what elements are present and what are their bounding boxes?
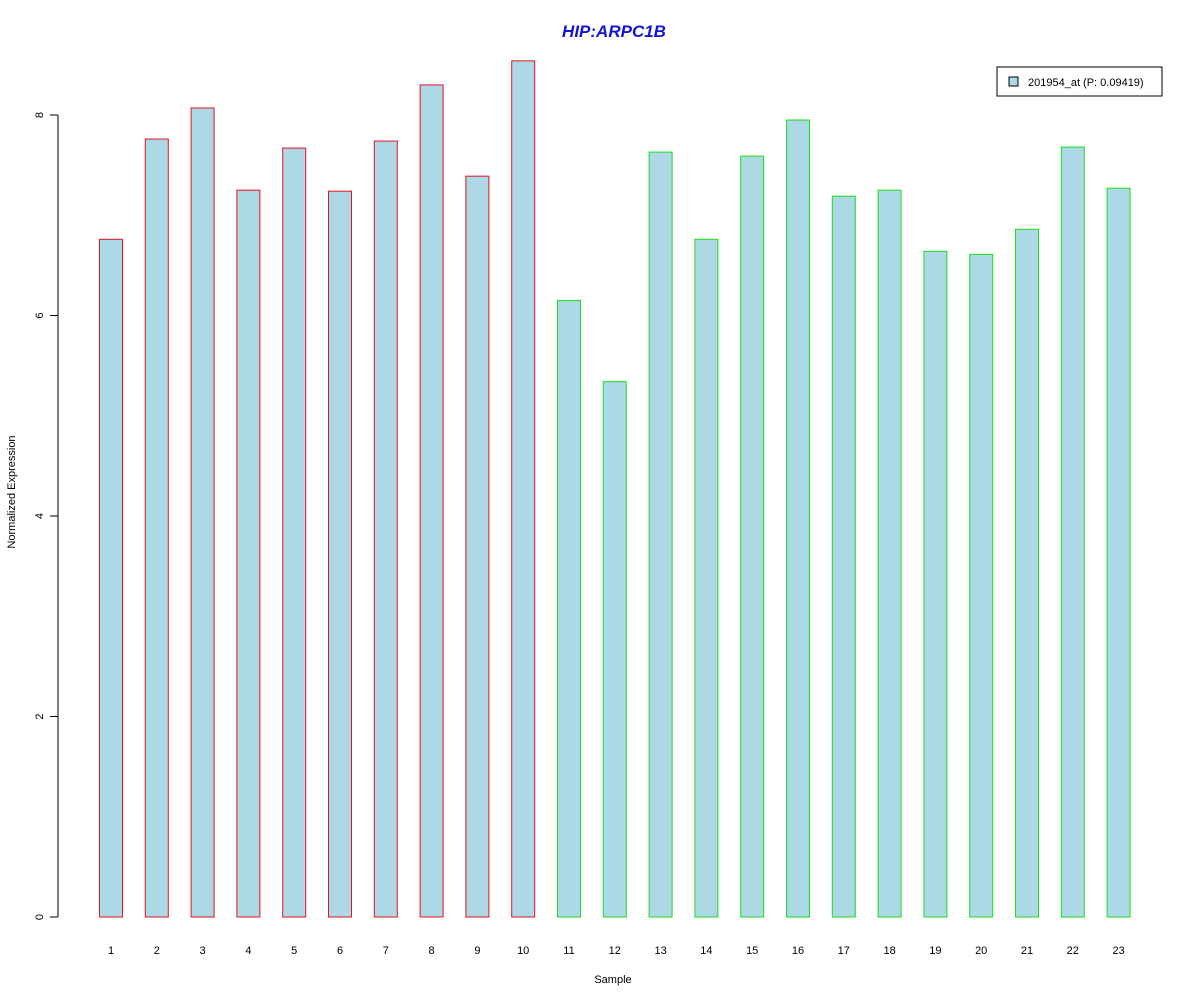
- bar-sample-9: [465, 175, 490, 918]
- y-ticks: 0 2 4 6 8: [34, 112, 58, 920]
- x-tick-label: 21: [1021, 945, 1033, 957]
- x-tick-label: 13: [654, 945, 666, 957]
- bar-sample-1: [99, 238, 123, 918]
- legend: 201954_at (P: 0.09419): [996, 66, 1163, 97]
- x-tick-label: 16: [792, 945, 804, 957]
- bar-sample-16: [786, 119, 810, 918]
- x-tick-label: 10: [517, 945, 529, 957]
- x-tick-label: 20: [975, 945, 987, 957]
- x-tick-label: 5: [291, 945, 297, 957]
- bar-sample-5: [282, 147, 307, 918]
- x-tick-label: 1: [108, 945, 114, 957]
- bar-sample-8: [419, 84, 444, 918]
- y-tick-label: 4: [34, 513, 46, 519]
- bar-sample-13: [648, 151, 673, 918]
- x-tick-label: 23: [1112, 945, 1124, 957]
- y-tick-label: 8: [34, 112, 46, 118]
- x-tick-label: 11: [563, 945, 574, 957]
- y-tick-label: 6: [34, 312, 46, 318]
- x-tick-label: 8: [429, 945, 435, 957]
- bar-sample-22: [1060, 146, 1085, 918]
- x-tick-label: 4: [245, 945, 251, 957]
- chart-title: HIP:ARPC1B: [562, 22, 666, 41]
- x-axis-label: Sample: [594, 974, 631, 986]
- bars: [99, 60, 1131, 918]
- x-tick-label: 22: [1067, 945, 1079, 957]
- x-tick-label: 12: [609, 945, 621, 957]
- x-tick-label: 6: [337, 945, 343, 957]
- x-tick-label: 9: [474, 945, 480, 957]
- bar-sample-12: [602, 381, 627, 918]
- bar-sample-17: [831, 195, 856, 918]
- bar-sample-15: [740, 155, 765, 918]
- legend-label: 201954_at (P: 0.09419): [1028, 77, 1144, 89]
- x-tick-label: 2: [154, 945, 160, 957]
- bar-sample-4: [236, 189, 261, 918]
- bar-sample-21: [1015, 228, 1039, 918]
- legend-swatch: [1008, 76, 1019, 87]
- bar-sample-3: [190, 107, 215, 918]
- bar-sample-14: [694, 238, 719, 918]
- x-tick-labels: 1 2 3 4 5 6 7 8 9 10 11 12 13 14 15 16 17 18 19 20 21 22 23: [108, 945, 1125, 957]
- bar-sample-6: [328, 190, 352, 918]
- bar-sample-19: [923, 250, 948, 918]
- x-tick-label: 14: [700, 945, 712, 957]
- y-axis-label: Normalized Expression: [6, 435, 18, 548]
- bar-sample-11: [557, 299, 581, 918]
- x-tick-label: 7: [383, 945, 389, 957]
- x-tick-label: 17: [838, 945, 850, 957]
- bar-sample-20: [969, 253, 994, 918]
- bar-sample-10: [511, 60, 536, 918]
- x-tick-label: 15: [746, 945, 758, 957]
- bar-sample-2: [144, 138, 169, 918]
- legend-box: [996, 66, 1163, 97]
- bar-sample-7: [373, 140, 398, 918]
- bar-sample-23: [1106, 187, 1131, 918]
- x-tick-label: 3: [200, 945, 206, 957]
- x-tick-label: 18: [883, 945, 895, 957]
- y-tick-label: 2: [34, 713, 46, 719]
- bar-sample-18: [877, 189, 902, 918]
- x-tick-label: 19: [929, 945, 941, 957]
- y-tick-label: 0: [34, 914, 46, 920]
